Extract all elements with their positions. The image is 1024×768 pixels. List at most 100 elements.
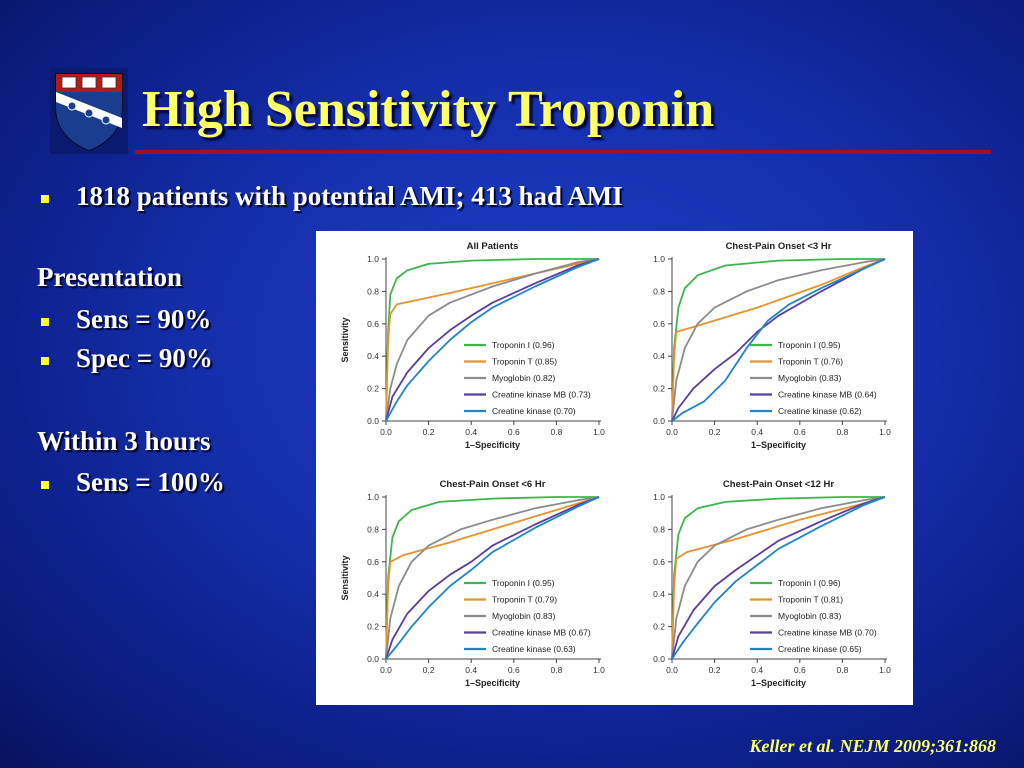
panel-4-legend-label-5: Creatine kinase (0.65) xyxy=(778,644,862,654)
panel-1-legend-label-5: Creatine kinase (0.70) xyxy=(492,406,576,416)
panel-1-x-tick-label: 0.2 xyxy=(423,427,435,437)
panel-1-legend-label-3: Myoglobin (0.82) xyxy=(492,373,555,383)
panel-1-y-tick-label: 0.2 xyxy=(367,384,379,394)
panel-2-series-line-3 xyxy=(671,258,886,422)
panel-2-series-line-5 xyxy=(671,258,886,422)
panel-2-legend-label-2: Troponin T (0.76) xyxy=(778,357,843,367)
panel-4-legend-label-1: Troponin I (0.96) xyxy=(778,578,841,588)
panel-1-series-line-5 xyxy=(385,258,600,422)
panel-3-legend-label-5: Creatine kinase (0.63) xyxy=(492,644,576,654)
panel-4-x-tick-label: 0.6 xyxy=(794,665,806,675)
panel-1-legend-label-1: Troponin I (0.96) xyxy=(492,340,555,350)
panel-3-y-axis-label: Sensitivity xyxy=(340,555,350,600)
panel-4-x-tick-label: 0.8 xyxy=(836,665,848,675)
panel-3-legend-label-2: Troponin T (0.79) xyxy=(492,595,557,605)
panel-2-x-tick-label: 0.0 xyxy=(666,427,678,437)
bullet-marker xyxy=(41,195,49,203)
panel-4-series-line-5 xyxy=(671,496,886,660)
panel-4-x-tick-label: 0.2 xyxy=(709,665,721,675)
panel-2-y-tick-label: 0.4 xyxy=(653,351,665,361)
panel-3-title: Chest-Pain Onset <6 Hr xyxy=(440,479,546,490)
panel-2-x-tick-label: 0.8 xyxy=(836,427,848,437)
panel-4-x-tick-label: 0.0 xyxy=(666,665,678,675)
panel-4-series-line-3 xyxy=(671,496,886,660)
panel-2-x-tick-label: 0.2 xyxy=(709,427,721,437)
panel-4-legend-label-2: Troponin T (0.81) xyxy=(778,595,843,605)
title-underline xyxy=(135,150,991,154)
panel-2-y-tick-label: 1.0 xyxy=(653,254,665,264)
panel-2-legend-label-1: Troponin I (0.95) xyxy=(778,340,841,350)
panel-3-y-tick-label: 0.0 xyxy=(367,654,379,664)
panel-3-series-line-5 xyxy=(385,496,600,660)
panel-2-x-tick-label: 0.4 xyxy=(751,427,763,437)
panel-3-y-tick-label: 0.8 xyxy=(367,524,379,534)
panel-1-legend-label-4: Creatine kinase MB (0.73) xyxy=(492,390,591,400)
within-3-hours-heading: Within 3 hours xyxy=(37,426,211,456)
panel-1-series-line-4 xyxy=(385,258,600,422)
presentation-spec: Spec = 90% xyxy=(76,343,213,373)
panel-2-series-line-4 xyxy=(671,258,886,422)
panel-2-legend-label-5: Creatine kinase (0.62) xyxy=(778,406,862,416)
panel-4-y-tick-label: 0.8 xyxy=(653,524,665,534)
bullet-marker xyxy=(41,357,49,365)
panel-3-x-tick-label: 0.6 xyxy=(508,665,520,675)
within-3-hours-sens: Sens = 100% xyxy=(76,467,225,497)
citation: Keller et al. NEJM 2009;361:868 xyxy=(749,736,996,756)
roc-curves-svg: All Patients0.00.00.20.20.40.40.60.60.80… xyxy=(340,241,891,688)
panel-4-y-tick-label: 0.0 xyxy=(653,654,665,664)
panel-1-x-tick-label: 1.0 xyxy=(593,427,605,437)
panel-3-series-line-3 xyxy=(385,496,600,660)
bullet-marker xyxy=(41,318,49,326)
panel-1-y-tick-label: 0.8 xyxy=(367,286,379,296)
panel-4-legend-label-3: Myoglobin (0.83) xyxy=(778,611,841,621)
panel-3-y-tick-label: 0.2 xyxy=(367,622,379,632)
panel-2-y-tick-label: 0.8 xyxy=(653,286,665,296)
panel-4-x-axis-label: 1–Specificity xyxy=(751,678,806,688)
panel-2-legend-label-3: Myoglobin (0.83) xyxy=(778,373,841,383)
panel-3-legend-label-1: Troponin I (0.95) xyxy=(492,578,555,588)
presentation-heading: Presentation xyxy=(37,262,182,292)
presentation-sens: Sens = 90% xyxy=(76,304,212,334)
panel-1-y-tick-label: 1.0 xyxy=(367,254,379,264)
panel-3-y-tick-label: 0.6 xyxy=(367,557,379,567)
panel-4-y-tick-label: 0.4 xyxy=(653,589,665,599)
panel-2-series-line-2 xyxy=(671,258,886,422)
panel-1-x-tick-label: 0.0 xyxy=(380,427,392,437)
panel-2-title: Chest-Pain Onset <3 Hr xyxy=(726,241,832,252)
roc-curves-figure: All Patients 0.0 0.0 0.2 0.2 0.4 0.4 0.6 0.6 0.8 0… xyxy=(316,231,913,705)
panel-2-x-axis-label: 1–Specificity xyxy=(751,440,806,450)
panel-1-series-line-2 xyxy=(385,258,600,422)
panel-3-legend-label-4: Creatine kinase MB (0.67) xyxy=(492,628,591,638)
panel-4-series-line-4 xyxy=(671,496,886,660)
slide-title: High Sensitivity Troponin xyxy=(142,81,715,138)
panel-4-y-tick-label: 1.0 xyxy=(653,492,665,502)
panel-1-x-tick-label: 0.6 xyxy=(508,427,520,437)
panel-3-series-line-4 xyxy=(385,496,600,660)
panel-1-x-tick-label: 0.4 xyxy=(465,427,477,437)
panel-4-x-tick-label: 1.0 xyxy=(879,665,891,675)
panel-3-y-tick-label: 0.4 xyxy=(367,589,379,599)
panel-1-title: All Patients xyxy=(467,241,519,252)
panel-4-title: Chest-Pain Onset <12 Hr xyxy=(723,479,834,490)
panel-1-y-tick-label: 0.0 xyxy=(367,416,379,426)
panel-3-x-tick-label: 0.8 xyxy=(550,665,562,675)
panel-2-legend-label-4: Creatine kinase MB (0.64) xyxy=(778,390,877,400)
panel-1-series-line-1 xyxy=(385,258,599,422)
panel-1-x-tick-label: 0.8 xyxy=(550,427,562,437)
panel-3-x-tick-label: 1.0 xyxy=(593,665,605,675)
panel-3-x-tick-label: 0.0 xyxy=(380,665,392,675)
panel-2-y-tick-label: 0.0 xyxy=(653,416,665,426)
panel-4-y-tick-label: 0.6 xyxy=(653,557,665,567)
panel-3-x-axis-label: 1–Specificity xyxy=(465,678,520,688)
panel-3-y-tick-label: 1.0 xyxy=(367,492,379,502)
panel-3-x-tick-label: 0.2 xyxy=(423,665,435,675)
bullet-patients: 1818 patients with potential AMI; 413 ha… xyxy=(76,181,623,211)
panel-1-y-tick-label: 0.6 xyxy=(367,319,379,329)
panel-2-x-tick-label: 1.0 xyxy=(879,427,891,437)
panel-2-y-tick-label: 0.2 xyxy=(653,384,665,394)
panel-4-x-tick-label: 0.4 xyxy=(751,665,763,675)
panel-4-legend-label-4: Creatine kinase MB (0.70) xyxy=(778,628,877,638)
university-shield-icon xyxy=(50,68,128,154)
panel-1-legend-label-2: Troponin T (0.85) xyxy=(492,357,557,367)
panel-3-legend-label-3: Myoglobin (0.83) xyxy=(492,611,555,621)
